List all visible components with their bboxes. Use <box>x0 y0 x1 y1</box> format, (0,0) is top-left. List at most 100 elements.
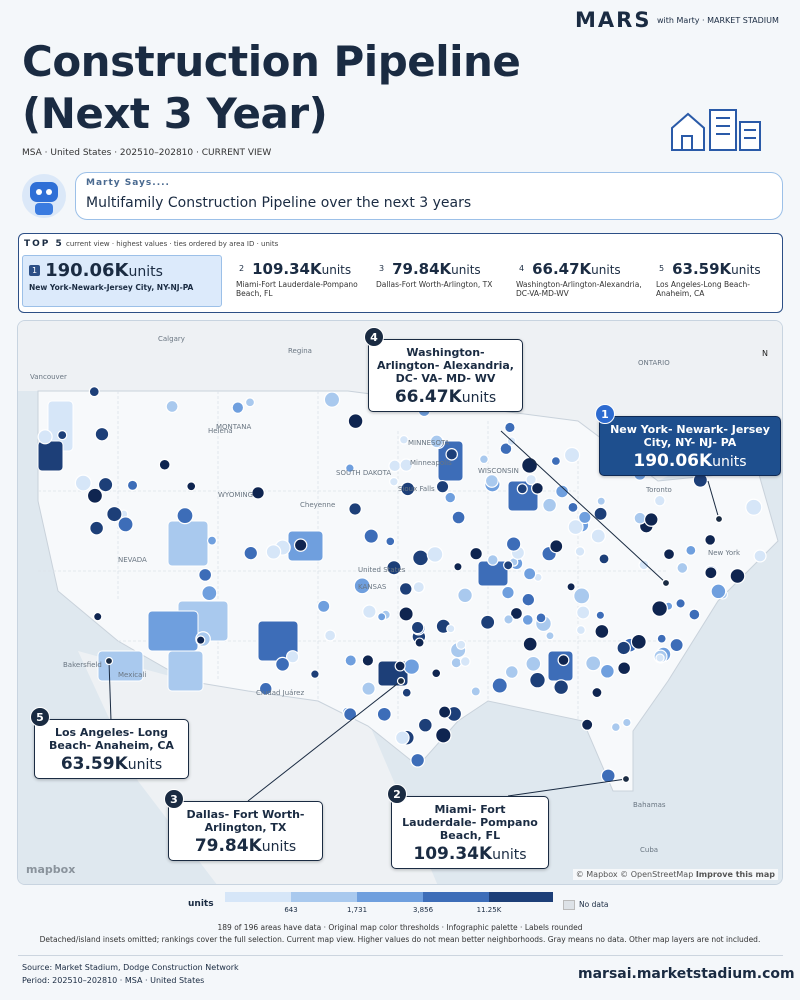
callout-badge: 5 <box>30 707 50 727</box>
note: 189 of 196 areas have data · Original ma… <box>217 923 583 932</box>
map-label: SOUTH DAKOTA <box>336 469 392 477</box>
top5-item: 4 66.47Kunits Washington-Arlington-Alexan… <box>510 255 650 307</box>
msa-area <box>501 585 515 600</box>
top5-unit: units <box>128 264 163 280</box>
attribution-text: © Mapbox © OpenStreetMap <box>575 870 694 879</box>
mapbox-logo: mapbox <box>26 863 76 876</box>
msa-area <box>676 561 689 574</box>
subtitle: MSA · United States · 202510–202810 · CU… <box>22 148 272 158</box>
msa-area <box>622 717 632 728</box>
msa-area <box>581 718 594 731</box>
msa-area <box>353 577 371 595</box>
msa-area <box>470 686 481 697</box>
msa-area <box>401 687 412 698</box>
msa-area <box>344 654 357 667</box>
map-label: Toronto <box>646 486 672 494</box>
legend-swatch <box>291 892 357 902</box>
top5-value: 109.34K <box>252 260 322 278</box>
callout: Dallas- Fort Worth- Arlington, TX 79.84Ku… <box>168 801 323 861</box>
marty-avatar <box>22 174 66 218</box>
msa-area <box>593 506 608 521</box>
map-label: KANSAS <box>358 583 387 591</box>
msa-area <box>653 494 666 507</box>
msa-area <box>633 511 647 525</box>
msa-area <box>523 567 537 581</box>
msa-area <box>147 610 199 652</box>
callout-name: Washington- Arlington- Alexandria, DC- V… <box>377 346 514 385</box>
msa-area <box>557 654 570 667</box>
msa-area <box>345 463 355 473</box>
callout-name: New York- Newark- Jersey City, NY- NJ- P… <box>610 423 770 449</box>
msa-area <box>585 655 602 672</box>
msa-area <box>675 598 686 609</box>
msa-area <box>317 599 331 613</box>
msa-area <box>574 546 586 557</box>
top5-value: 79.84K <box>392 260 452 278</box>
msa-area <box>522 636 538 652</box>
callout-name: Los Angeles- Long Beach- Anaheim, CA <box>49 726 174 752</box>
msa-area <box>117 516 134 533</box>
nodata-label: No data <box>579 900 609 909</box>
mexico <box>78 651 438 884</box>
msa-area <box>389 476 399 487</box>
msa-area <box>400 481 416 497</box>
leader-line <box>507 778 627 797</box>
msa-area <box>576 605 591 620</box>
msa-area <box>529 671 546 689</box>
map-label: Mexicali <box>118 671 147 679</box>
msa-area <box>503 560 514 571</box>
msa-area <box>688 608 701 621</box>
msa-area <box>516 483 528 495</box>
legend-swatch <box>489 892 553 902</box>
msa-area <box>616 640 632 656</box>
callout: Los Angeles- Long Beach- Anaheim, CA 63.5… <box>34 719 189 779</box>
rank-badge: 5 <box>658 264 665 273</box>
msa-area <box>596 496 606 506</box>
msa-area <box>451 510 466 525</box>
msa-area <box>414 637 425 648</box>
msa-area <box>525 655 542 672</box>
top5-name: Los Angeles-Long Beach-Anaheim, CA <box>656 280 750 298</box>
legend-tick-label: 11.25K <box>476 906 502 914</box>
msa-area <box>429 434 444 449</box>
msa-area <box>469 546 483 561</box>
callout-unit: units <box>492 847 527 863</box>
msa-area <box>86 487 104 504</box>
top5-value-row: 5 63.59Kunits <box>656 259 774 278</box>
msa-area <box>186 481 197 492</box>
msa-area <box>251 486 265 500</box>
top5-note: current view · highest values · ties ord… <box>66 240 279 248</box>
msa-area <box>553 679 570 696</box>
msa-area <box>630 633 647 650</box>
leader-dot <box>714 514 724 524</box>
msa-area <box>525 473 537 486</box>
callout: Miami- Fort Lauderdale- Pompano Beach, F… <box>391 796 549 869</box>
msa-area <box>710 583 727 600</box>
msa-area <box>600 768 616 784</box>
msa-area <box>484 474 499 488</box>
msa-area <box>394 730 410 746</box>
callout-unit: units <box>261 839 297 855</box>
divider <box>18 955 783 956</box>
msa-area <box>575 625 586 636</box>
msa-area <box>535 612 547 624</box>
leader-line <box>247 680 402 802</box>
msa-area <box>89 520 105 536</box>
msa-area <box>504 421 516 434</box>
top5-value-row: 1 190.06Kunits <box>29 260 215 281</box>
msa-area <box>578 510 592 525</box>
map-label: New York <box>708 549 741 557</box>
msa-area <box>521 613 534 626</box>
msa-area <box>167 520 209 567</box>
msa-area <box>195 635 206 645</box>
map: Calgary Regina Vancouver Helena MONTANA WYOMI… <box>17 320 783 885</box>
msa-area <box>555 484 570 499</box>
msa-area <box>480 614 496 630</box>
msa-area <box>431 668 442 679</box>
rank-badge: 4 <box>518 264 525 273</box>
legend-tick-label: 643 <box>284 906 298 914</box>
map-label: WISCONSIN <box>478 467 519 475</box>
map-label: Minneapolis <box>410 459 452 467</box>
msa-area <box>417 717 433 733</box>
